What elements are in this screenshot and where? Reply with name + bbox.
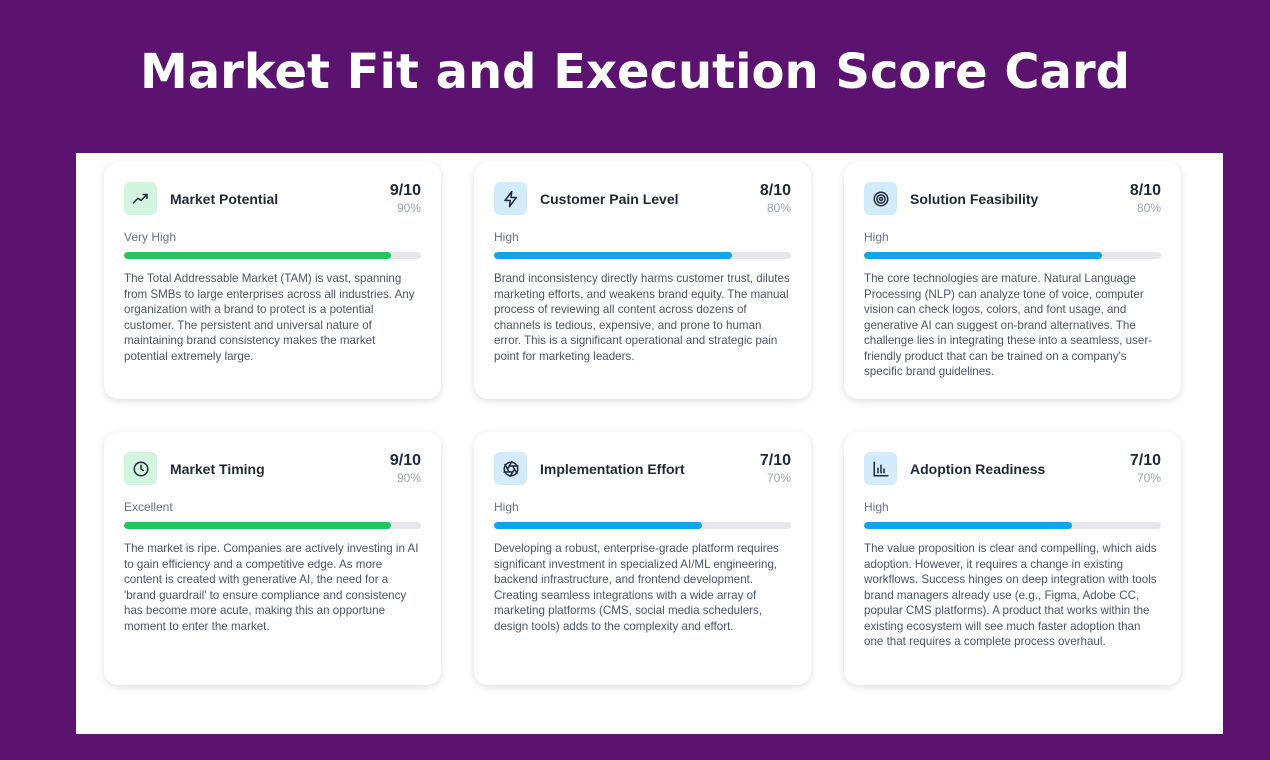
progress-bar [864,522,1161,529]
card-header: Solution Feasibility 8/10 80% [864,182,1161,215]
progress-fill [494,522,702,529]
card-title: Adoption Readiness [910,460,1046,477]
card-title: Solution Feasibility [910,190,1039,207]
score-value: 8/10 [1129,182,1161,199]
trending-up-icon [124,182,157,215]
lightning-icon [494,182,527,215]
card-header: Implementation Effort 7/10 70% [494,452,791,485]
card-description: Brand inconsistency directly harms custo… [494,272,790,363]
score-value: 8/10 [759,182,791,199]
card-header: Market Potential 9/10 90% [124,182,421,215]
score-card: Market Potential 9/10 90% Very High The … [104,162,441,399]
progress-fill [124,522,392,529]
score-percent: 90% [396,471,421,485]
score-percent: 80% [766,201,791,215]
card-header: Market Timing 9/10 90% [124,452,421,485]
level-label: High [494,500,519,514]
card-description: The value proposition is clear and compe… [864,542,1157,648]
score-percent: 80% [1136,201,1161,215]
card-title: Implementation Effort [540,460,685,477]
level-label: Very High [124,230,177,244]
card-description: The market is ripe. Companies are active… [124,542,419,633]
progress-bar [494,252,791,259]
score-percent: 90% [396,201,421,215]
score-card: Market Timing 9/10 90% Excellent The mar… [104,432,441,685]
score-card: Customer Pain Level 8/10 80% High Brand … [474,162,811,399]
score: 8/10 80% [1130,182,1161,216]
progress-bar [494,522,791,529]
score-card: Implementation Effort 7/10 70% High Deve… [474,432,811,685]
bar-chart-icon [864,452,897,485]
score: 8/10 80% [760,182,791,216]
card-description: The Total Addressable Market (TAM) is va… [124,272,415,363]
page-title: Market Fit and Execution Score Card [140,44,1130,100]
score: 9/10 90% [390,182,421,216]
score-card: Adoption Readiness 7/10 70% High The val… [844,432,1181,685]
progress-fill [124,252,392,259]
progress-fill [864,252,1102,259]
score-value: 7/10 [1129,452,1161,469]
level-label: High [864,500,889,514]
progress-bar [124,252,421,259]
progress-fill [864,522,1072,529]
progress-bar [864,252,1161,259]
score: 9/10 90% [390,452,421,486]
clock-icon [124,452,157,485]
target-icon [864,182,897,215]
card-title: Market Timing [170,460,265,477]
level-label: High [494,230,519,244]
card-header: Adoption Readiness 7/10 70% [864,452,1161,485]
card-header: Customer Pain Level 8/10 80% [494,182,791,215]
score-value: 9/10 [389,182,421,199]
score: 7/10 70% [760,452,791,486]
progress-fill [494,252,732,259]
score-value: 9/10 [389,452,421,469]
aperture-icon [494,452,527,485]
level-label: High [864,230,889,244]
score: 7/10 70% [1130,452,1161,486]
score-card: Solution Feasibility 8/10 80% High The c… [844,162,1181,399]
level-label: Excellent [124,500,173,514]
progress-bar [124,522,421,529]
score-value: 7/10 [759,452,791,469]
card-description: The core technologies are mature. Natura… [864,272,1153,378]
card-description: Developing a robust, enterprise-grade pl… [494,542,779,633]
score-percent: 70% [766,471,791,485]
score-percent: 70% [1136,471,1161,485]
card-title: Customer Pain Level [540,190,679,207]
card-title: Market Potential [170,190,279,207]
